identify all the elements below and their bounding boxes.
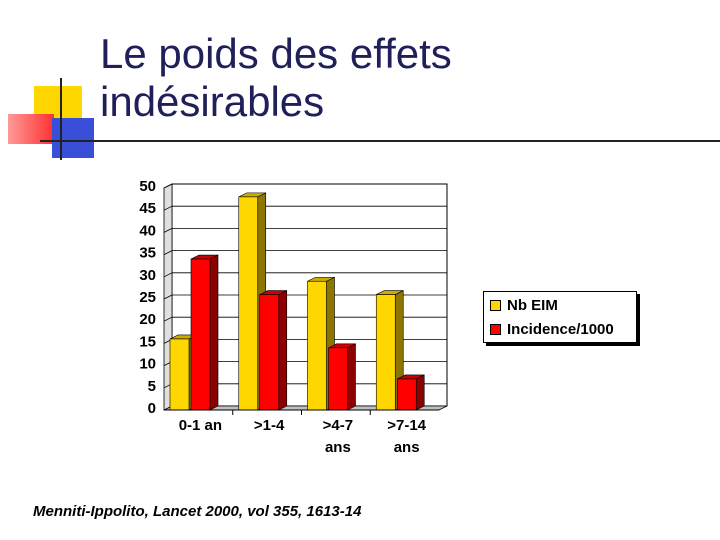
bar [328,347,348,411]
y-tick-label: 25 [139,289,156,306]
y-tick-label: 15 [139,333,156,350]
y-tick-label: 50 [139,178,156,195]
deco-vertical-line [60,78,62,160]
y-tick-label: 10 [139,356,156,373]
bar [375,294,396,411]
legend-swatch-incidence [490,323,501,335]
bar [169,338,190,411]
gridline-side [163,228,173,233]
slide-title: Le poids des effets indésirables [100,30,452,126]
x-tick-label: >7-14 [387,417,426,434]
citation-text: Menniti-Ippolito, Lancet 2000, vol 355, … [33,503,362,520]
x-tick-label: >4-7 [323,417,353,434]
x-tick-label: >1-4 [254,417,285,434]
bar-side [415,374,425,411]
title-line-1: Le poids des effets [100,30,452,77]
x-tick-label: ans [325,439,351,456]
legend-item-nb-eim: Nb EIM [490,296,558,314]
legend-label-nb-eim: Nb EIM [507,296,558,314]
deco-red-square [8,114,54,144]
y-tick-label: 45 [139,200,156,217]
y-tick-label: 30 [139,267,156,284]
gridline-side [163,183,173,189]
bar [238,196,259,411]
gridline-side [163,205,173,211]
gridline-side [163,316,173,322]
bar [396,378,417,411]
legend-label-incidence: Incidence/1000 [507,320,614,338]
y-tick-label: 20 [139,311,156,328]
gridline-side [163,294,173,300]
y-tick-label: 40 [139,222,156,239]
bar-side [347,343,356,411]
y-tick-label: 35 [139,245,156,262]
y-tick-label: 5 [148,378,156,395]
bar [307,280,327,411]
legend-item-incidence: Incidence/1000 [490,320,614,338]
gridline-side [163,272,173,278]
x-tick-label: 0-1 an [179,417,222,434]
deco-blue-square [52,118,94,158]
gridline-side [163,250,173,255]
bar-side [278,290,288,411]
y-tick-label: 0 [148,400,156,417]
chart-legend: Nb EIM Incidence/1000 [483,291,637,343]
legend-swatch-nb-eim [490,299,501,311]
bar [190,258,211,411]
title-line-2: indésirables [100,78,325,125]
deco-horizontal-line [40,140,720,142]
bar [259,294,280,411]
x-tick-label: ans [394,439,420,456]
bar-side [209,254,219,411]
